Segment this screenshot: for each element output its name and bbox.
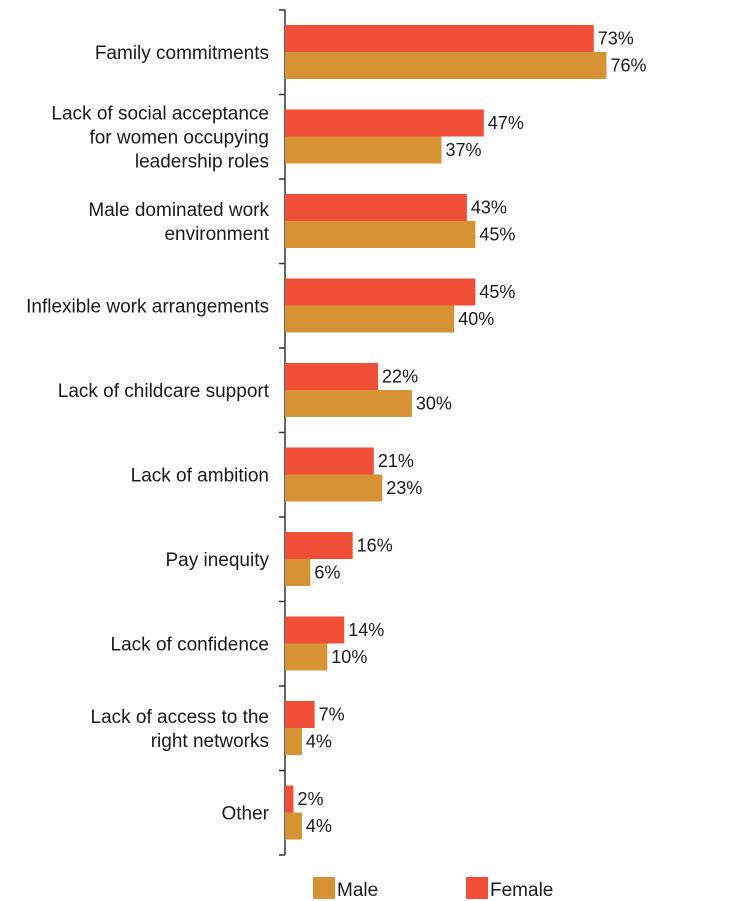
bar-male [285, 728, 302, 755]
legend-swatch-male [313, 877, 335, 899]
value-label-male: 10% [331, 647, 367, 667]
bar-male [285, 221, 476, 248]
value-label-female: 47% [488, 113, 524, 133]
bar-female [285, 194, 467, 221]
bar-male [285, 305, 455, 333]
category-label: Lack of childcare support [58, 381, 270, 402]
category-label: Pay inequity [165, 550, 269, 571]
category-label-line: right networks [151, 731, 269, 752]
category-label-line: leadership roles [135, 152, 269, 173]
bar-female [285, 363, 379, 390]
category-label: Lack of confidence [111, 635, 269, 656]
category-label: Inflexible work arrangements [26, 297, 269, 318]
value-label-male: 6% [314, 563, 340, 583]
value-label-female: 16% [357, 536, 393, 556]
category-label: Lack of social acceptance for women occup… [51, 104, 269, 173]
value-label-male: 37% [446, 140, 482, 160]
category-label-line: for women occupying [89, 128, 269, 149]
legend-swatch-female [466, 877, 488, 899]
bar-male [285, 52, 607, 79]
bar-female [285, 532, 353, 559]
category-label-line: Lack of childcare support [58, 381, 270, 402]
value-label-female: 14% [348, 620, 384, 640]
category-label: Other [221, 804, 269, 825]
legend-label-female: Female [490, 880, 553, 901]
bar-male [285, 474, 383, 502]
legend: Male Female [313, 877, 553, 901]
category-label-line: Pay inequity [165, 550, 269, 571]
bars [285, 25, 607, 840]
y-axis [279, 9, 286, 856]
category-label-line: Lack of ambition [131, 466, 269, 487]
category-label-line: Lack of social acceptance [51, 104, 269, 125]
category-label-line: Lack of access to the [91, 707, 270, 728]
bar-female [285, 701, 315, 728]
category-label-line: Family commitments [95, 43, 269, 64]
value-label-male: 4% [306, 732, 332, 752]
bar-male [285, 812, 302, 840]
value-label-female: 73% [598, 29, 634, 49]
value-label-female: 2% [297, 789, 323, 809]
bar-male [285, 643, 328, 671]
category-label: Lack of ambition [131, 466, 269, 487]
bar-female [285, 278, 476, 306]
category-label: Lack of access to the right networks [91, 707, 270, 752]
category-label: Family commitments [95, 43, 269, 64]
bar-female [285, 25, 594, 52]
bar-female [285, 616, 345, 644]
bar-female [285, 785, 294, 813]
value-label-female: 22% [382, 367, 418, 387]
labels: Family commitments 73% 76% Lack of social a… [26, 29, 646, 837]
bar-male [285, 390, 412, 417]
value-label-male: 40% [458, 309, 494, 329]
value-label-female: 21% [378, 451, 414, 471]
category-label-line: Inflexible work arrangements [26, 297, 269, 318]
value-label-male: 76% [610, 56, 646, 76]
category-label-line: Lack of confidence [111, 635, 269, 656]
value-label-female: 7% [319, 705, 345, 725]
category-label-line: Male dominated work [88, 200, 269, 221]
category-label-line: Other [221, 804, 269, 825]
value-label-male: 4% [306, 816, 332, 836]
bar-male [285, 136, 442, 164]
value-label-male: 23% [386, 478, 422, 498]
value-label-female: 43% [471, 198, 507, 218]
bar-male [285, 559, 311, 586]
value-label-male: 45% [479, 225, 515, 245]
value-label-female: 45% [479, 282, 515, 302]
value-label-male: 30% [416, 394, 452, 414]
legend-label-male: Male [337, 880, 378, 901]
bar-female [285, 109, 484, 137]
category-label-line: environment [164, 224, 269, 245]
bar-female [285, 447, 374, 475]
category-label: Male dominated work environment [88, 200, 269, 245]
